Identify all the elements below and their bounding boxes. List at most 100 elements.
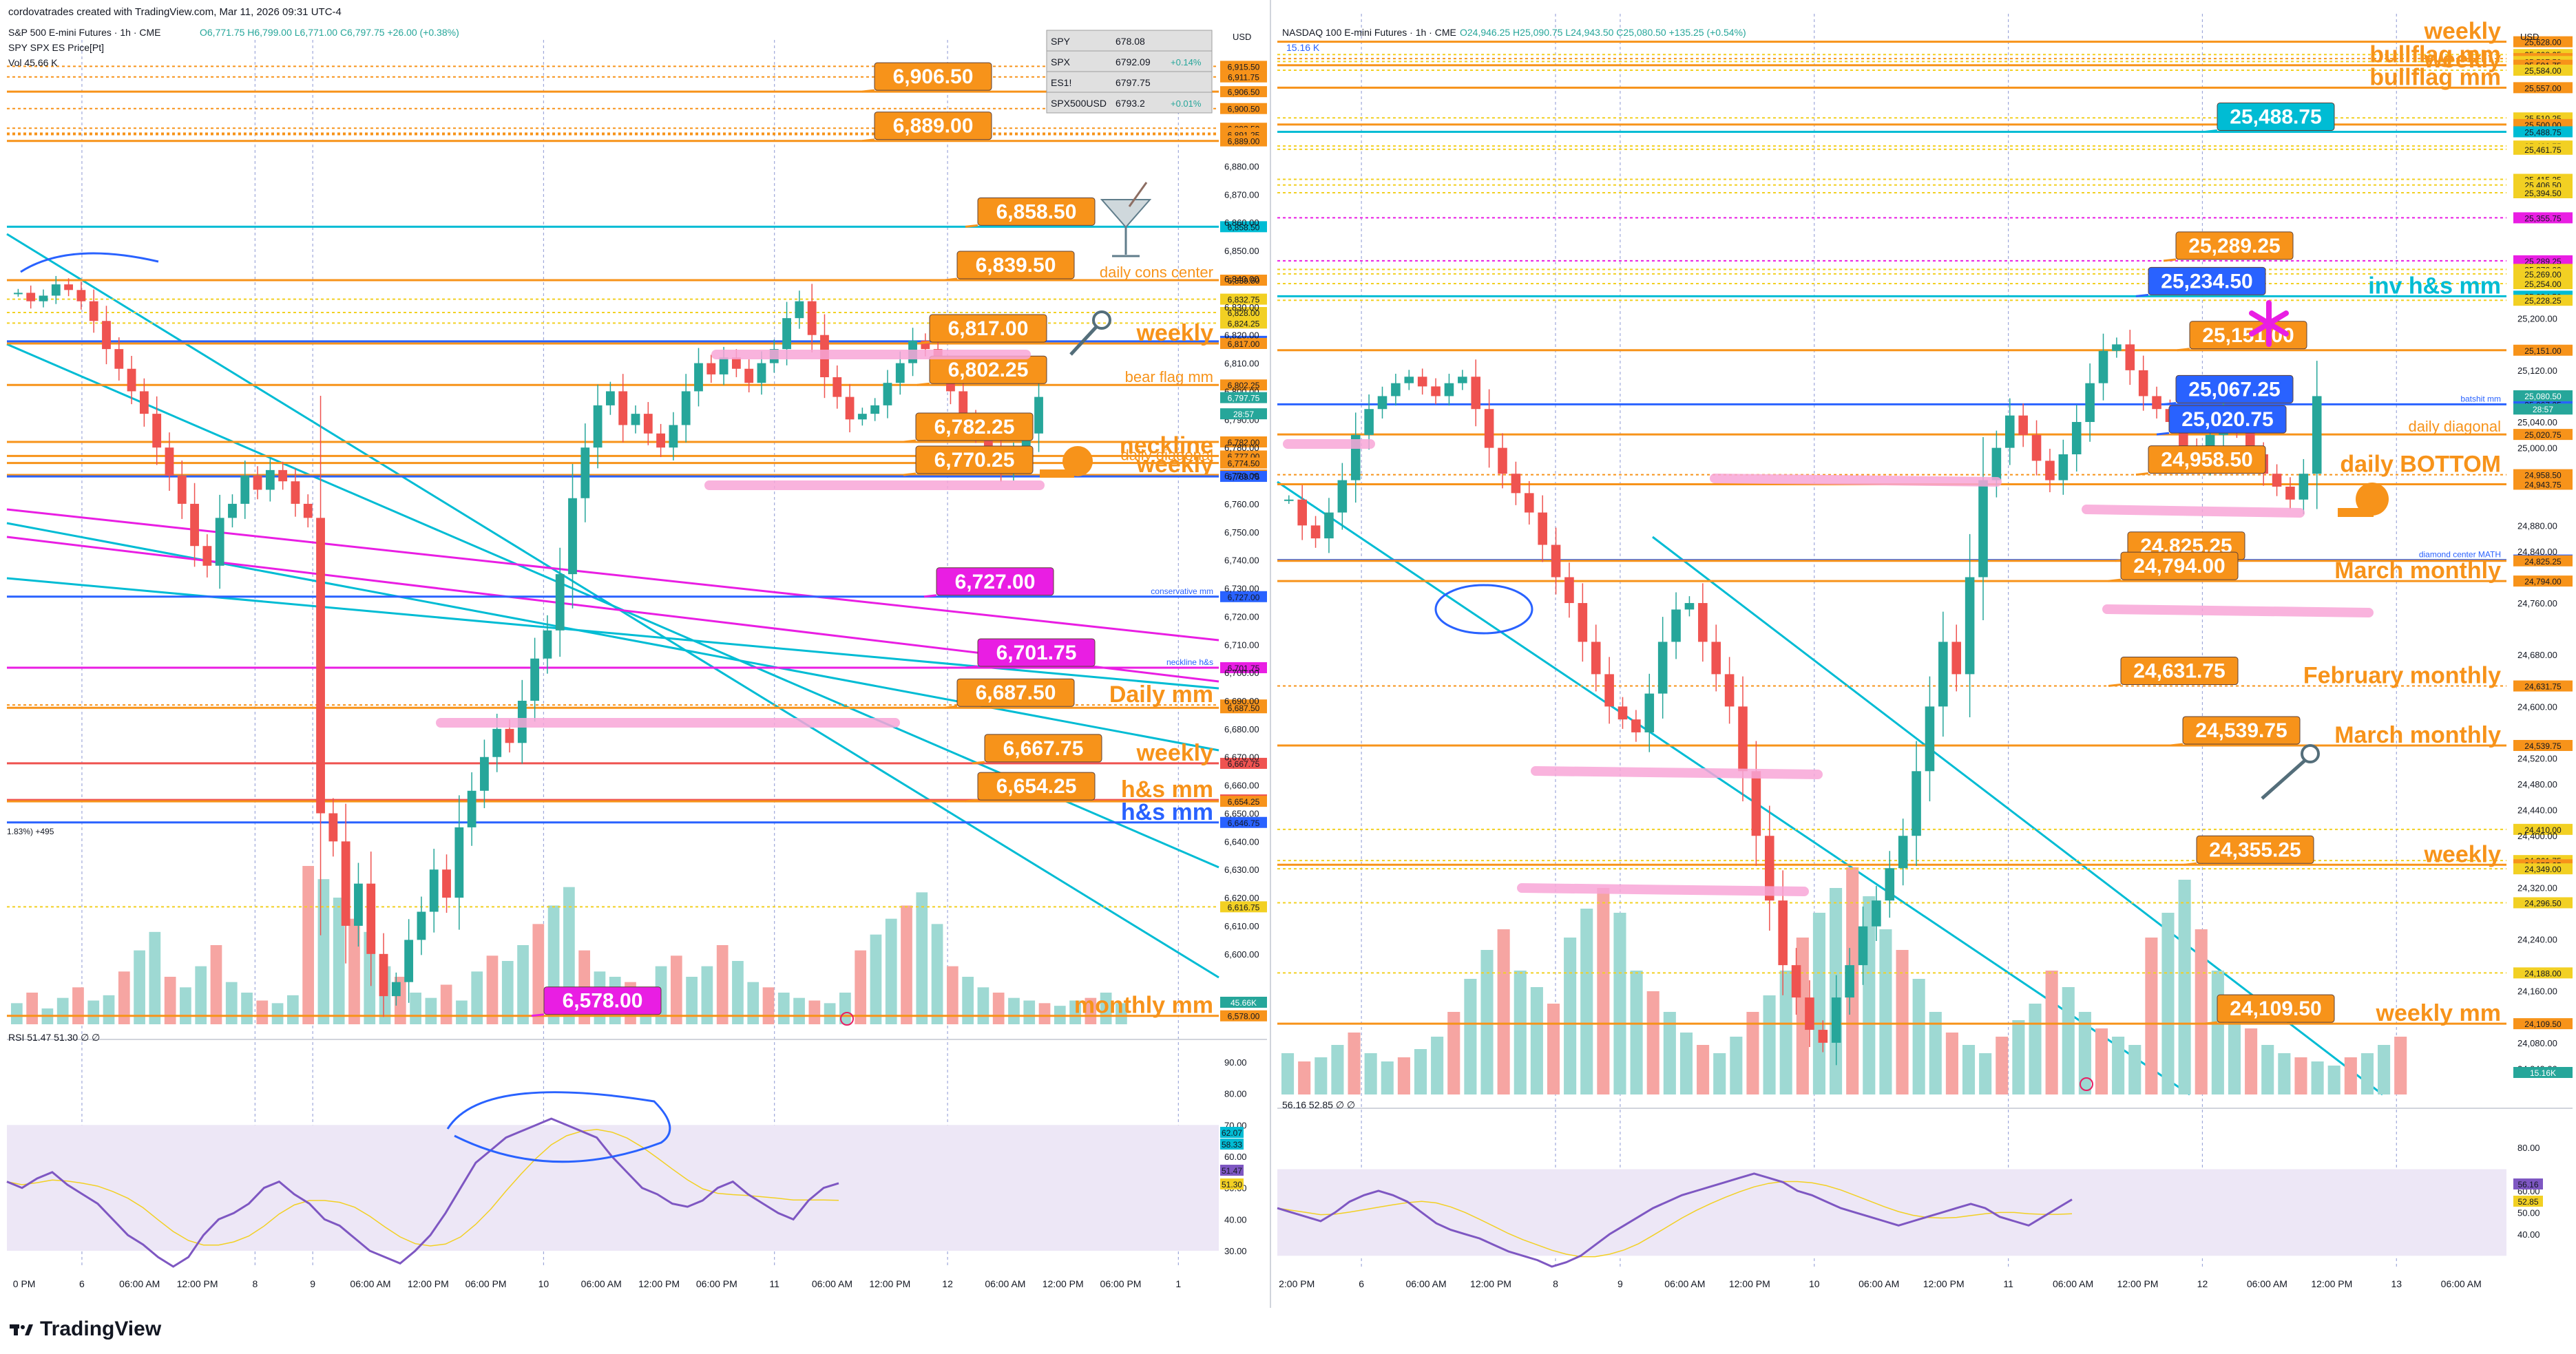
r-axis-label-bg xyxy=(2513,823,2573,835)
l-volume-bar xyxy=(670,955,682,1024)
l-y-tick: 6,770.00 xyxy=(1224,471,1259,481)
r-x-tick: 2:00 PM xyxy=(1279,1278,1315,1289)
r-volume-bar xyxy=(2378,1045,2391,1094)
l-volume-bar xyxy=(26,993,38,1024)
l-axis-label-bg xyxy=(1220,221,1267,233)
r-candle-body xyxy=(1978,480,1988,578)
r-axis-label: 25,461.75 xyxy=(2524,145,2562,155)
l-callout-pointer xyxy=(903,472,917,476)
l-volume-bar xyxy=(1085,997,1097,1024)
r-candle-body xyxy=(2085,383,2095,423)
right-legend: NASDAQ 100 E-mini Futures · 1h · CME O24… xyxy=(1282,27,2539,1110)
l-volume-bar xyxy=(348,918,360,1024)
r-x-tick: 06:00 AM xyxy=(1406,1278,1447,1289)
r-candle-body xyxy=(1284,499,1294,501)
highlight-stroke xyxy=(2102,604,2374,617)
l-x-tick: 8 xyxy=(252,1278,258,1289)
r-axis-label: 24,539.75 xyxy=(2524,741,2562,751)
l-candle-body xyxy=(152,414,162,448)
r-callout-pointer xyxy=(2135,293,2149,297)
r-volume-tag xyxy=(2513,1067,2573,1078)
l-callout-text: 6,687.50 xyxy=(976,681,1056,704)
r-x-tick: 06:00 AM xyxy=(2441,1278,2482,1289)
r-axis-label: 24,188.00 xyxy=(2524,969,2562,978)
l-trendline xyxy=(6,508,1219,642)
l-y-tick: 6,810.00 xyxy=(1224,359,1259,369)
l-axis-label: 6,858.50 xyxy=(1228,222,1260,232)
l-volume-bar xyxy=(946,966,959,1024)
r-callout-text: 25,067.25 xyxy=(2188,378,2280,401)
r-level-text: March monthly xyxy=(2334,722,2501,748)
l-volume-bar xyxy=(271,1003,284,1024)
r-candle-body xyxy=(1444,383,1454,396)
l-axis-label: 6,900.50 xyxy=(1228,105,1260,114)
l-level-text: weekly xyxy=(1135,320,1213,346)
l-axis-label: 6,667.75 xyxy=(1228,759,1260,769)
l-volume-bar xyxy=(486,955,499,1024)
l-level-text: conservative mm xyxy=(1151,586,1213,596)
r-axis-label-bg xyxy=(2513,429,2573,441)
l-candle-body xyxy=(240,476,250,504)
l-candle-body xyxy=(417,911,426,940)
r-callout-box xyxy=(2148,266,2266,295)
l-candle-body xyxy=(706,363,716,374)
l-volume-bar xyxy=(302,866,314,1024)
r-axis-label-bg xyxy=(2513,212,2573,224)
r-volume-bar xyxy=(2045,971,2058,1094)
right-price-axis[interactable]: 25,628.0025,608.2525,602.0025,597.5025,5… xyxy=(2513,36,2573,1078)
l-volume-bar xyxy=(11,1003,23,1024)
r-axis-label: 25,254.00 xyxy=(2524,279,2562,289)
charts-canvas: cordovatrades created with TradingView.c… xyxy=(6,0,2573,1308)
l-axis-label-bg xyxy=(1220,816,1267,828)
r-axis-label: 25,151.00 xyxy=(2524,346,2562,356)
left-time-axis[interactable]: 0 PM 6 06:00 AM 12:00 PM 8 9 06:00 AM 12:00 PM 0… xyxy=(13,1278,1182,1289)
l-candle-body xyxy=(618,391,628,425)
l-axis-label-bg xyxy=(1220,61,1267,72)
l-callout-box xyxy=(874,62,992,91)
r-y-tick: 24,520.00 xyxy=(2517,754,2557,764)
r-callout-box xyxy=(2148,445,2266,474)
r-y-tick: 24,840.00 xyxy=(2517,547,2557,557)
l-volume-bar xyxy=(364,931,376,1024)
l-axis-label: 6,654.25 xyxy=(1228,797,1260,807)
l-volume-bar xyxy=(762,987,775,1024)
l-candle-body xyxy=(606,391,615,405)
l-callout-pointer xyxy=(861,138,875,142)
l-axis-label: 6,769.75 xyxy=(1228,472,1260,482)
l-level-text: daily diagonal xyxy=(1120,447,1213,464)
compare-table[interactable]: SPY 678.08 SPX 6792.09 +0.14% ES1! 6797.75 SPX5… xyxy=(1046,30,1213,114)
l-volume-bar xyxy=(855,950,867,1024)
l-x-tick: 06:00 PM xyxy=(1100,1278,1142,1289)
r-candle-body xyxy=(1525,493,1534,513)
r-level-text: bullflag mm xyxy=(2369,64,2501,90)
r-candle-body xyxy=(1738,706,1748,772)
left-rsi-pane: 90.0080.0070.0060.0050.0040.0030.0062.07… xyxy=(6,1039,1267,1268)
left-price-axis[interactable]: 6,915.506,911.756,906.506,900.506,893.50… xyxy=(1220,61,1267,1022)
r-last-price-text: 28:57 xyxy=(2533,405,2553,414)
left-chart-panel[interactable]: daily cons center weekly bear flag mm neckl… xyxy=(6,27,1267,1289)
r-volume-bar xyxy=(1896,950,1909,1094)
l-axis-label: 6,774.50 xyxy=(1228,459,1260,469)
r-callout-box xyxy=(2168,405,2287,434)
r-rsi-tag-text: 56.16 xyxy=(2517,1180,2538,1189)
l-volume-bar xyxy=(777,993,790,1024)
r-volume-bar xyxy=(2278,1053,2291,1094)
l-y-tick: 6,860.00 xyxy=(1224,218,1259,228)
r-volume-bar xyxy=(1547,1004,1560,1094)
r-volume-bar xyxy=(1397,1057,1410,1094)
right-time-axis[interactable]: 2:00 PM 6 06:00 AM 12:00 PM 8 9 06:00 AM 12:00 … xyxy=(1279,1278,2482,1289)
right-volume-bars xyxy=(1281,867,2407,1094)
old-key-shaft-icon xyxy=(2261,759,2306,800)
l-axis-label-bg xyxy=(1220,702,1267,714)
r-level-text: batshit mm xyxy=(2460,394,2501,403)
l-callout-pointer xyxy=(944,277,958,282)
l-volume-bar xyxy=(747,982,760,1024)
l-candle-body xyxy=(845,396,855,420)
r-candle-body xyxy=(1391,383,1401,396)
l-callout-text: 6,770.25 xyxy=(934,449,1015,472)
left-symbol-title: S&P 500 E-mini Futures · 1h · CME xyxy=(8,27,160,38)
r-candle-body xyxy=(1845,965,1854,998)
l-x-tick: 12:00 PM xyxy=(1043,1278,1084,1289)
r-rsi-line xyxy=(1277,1172,2073,1268)
